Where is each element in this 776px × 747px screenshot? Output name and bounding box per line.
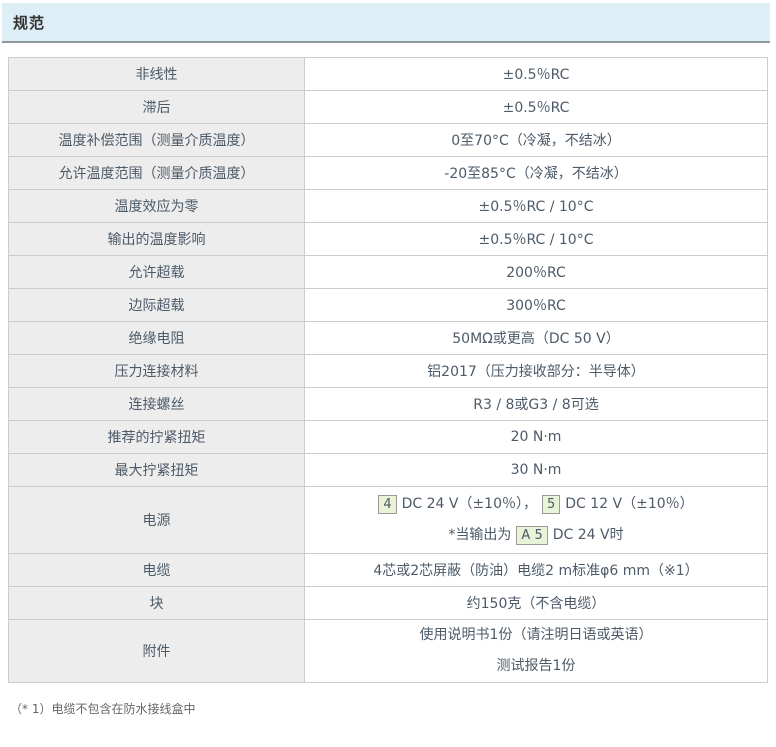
- section-title: 规范: [2, 3, 770, 43]
- spec-table: 非线性 ±0.5％RC 滞后 ±0.5％RC 温度补偿范围（测量介质温度） 0至…: [8, 57, 768, 683]
- spec-label: 电缆: [8, 553, 305, 587]
- spec-value: 铝2017（压力接收部分：半导体）: [304, 354, 768, 388]
- spec-value: 30 N·m: [304, 453, 768, 487]
- table-row: 温度效应为零 ±0.5％RC / 10°C: [8, 189, 768, 223]
- spec-label: 滞后: [8, 90, 305, 124]
- spec-value: 50MΩ或更高（DC 50 V）: [304, 321, 768, 355]
- spec-label: 连接螺丝: [8, 387, 305, 421]
- power-text-1: DC 24 V（±10％），: [401, 496, 537, 512]
- table-row: 压力连接材料 铝2017（压力接收部分：半导体）: [8, 354, 768, 388]
- accessory-line-1: 使用说明书1份（请注明日语或英语）: [419, 627, 653, 643]
- spec-label: 电源: [8, 486, 305, 554]
- spec-label: 块: [8, 586, 305, 620]
- table-row: 温度补偿范围（测量介质温度） 0至70°C（冷凝，不结冰）: [8, 123, 768, 157]
- spec-label: 压力连接材料: [8, 354, 305, 388]
- spec-value: R3 / 8或G3 / 8可选: [304, 387, 768, 421]
- spec-value: 200％RC: [304, 255, 768, 289]
- table-row: 块 约150克（不含电缆）: [8, 586, 768, 620]
- spec-value-accessories: 使用说明书1份（请注明日语或英语） 测试报告1份: [304, 619, 768, 683]
- table-row: 输出的温度影响 ±0.5％RC / 10°C: [8, 222, 768, 256]
- power-line-2: *当输出为 A 5 DC 24 V时: [311, 520, 761, 551]
- spec-label: 输出的温度影响: [8, 222, 305, 256]
- spec-value: -20至85°C（冷凝，不结冰）: [304, 156, 768, 190]
- spec-value: ±0.5％RC: [304, 90, 768, 124]
- option-code-badge: 4: [378, 495, 397, 514]
- spec-value-power: 4 DC 24 V（±10％）， 5 DC 12 V（±10％） *当输出为 A 5 DC…: [304, 486, 768, 554]
- spec-label: 温度效应为零: [8, 189, 305, 223]
- table-row: 电缆 4芯或2芯屏蔽（防油）电缆2 m标准φ6 mm（※1）: [8, 553, 768, 587]
- table-row: 最大拧紧扭矩 30 N·m: [8, 453, 768, 487]
- table-row: 绝缘电阻 50MΩ或更高（DC 50 V）: [8, 321, 768, 355]
- table-row: 允许超载 200％RC: [8, 255, 768, 289]
- spec-label: 允许温度范围（测量介质温度）: [8, 156, 305, 190]
- spec-label: 附件: [8, 619, 305, 683]
- spec-value: 约150克（不含电缆）: [304, 586, 768, 620]
- accessory-line-2: 测试报告1份: [496, 658, 576, 674]
- table-row-accessories: 附件 使用说明书1份（请注明日语或英语） 测试报告1份: [8, 619, 768, 683]
- spec-value: ±0.5％RC / 10°C: [304, 189, 768, 223]
- power-note-prefix: *当输出为: [448, 527, 512, 543]
- table-row-power: 电源 4 DC 24 V（±10％）， 5 DC 12 V（±10％） *当输出为 A …: [8, 486, 768, 554]
- table-row: 非线性 ±0.5％RC: [8, 57, 768, 91]
- spec-label: 允许超载: [8, 255, 305, 289]
- spec-value: 0至70°C（冷凝，不结冰）: [304, 123, 768, 157]
- power-note-suffix: DC 24 V时: [552, 527, 624, 543]
- spec-value: 20 N·m: [304, 420, 768, 454]
- spec-value: ±0.5％RC / 10°C: [304, 222, 768, 256]
- power-text-2: DC 12 V（±10％）: [565, 496, 694, 512]
- spec-value: 4芯或2芯屏蔽（防油）电缆2 m标准φ6 mm（※1）: [304, 553, 768, 587]
- spec-label: 推荐的拧紧扭矩: [8, 420, 305, 454]
- spec-label: 温度补偿范围（测量介质温度）: [8, 123, 305, 157]
- table-row: 推荐的拧紧扭矩 20 N·m: [8, 420, 768, 454]
- spec-label: 边际超载: [8, 288, 305, 322]
- footnote: （* 1）电缆不包含在防水接线盒中: [10, 702, 196, 716]
- table-row: 滞后 ±0.5％RC: [8, 90, 768, 124]
- power-line-1: 4 DC 24 V（±10％）， 5 DC 12 V（±10％）: [311, 489, 761, 520]
- table-row: 边际超载 300％RC: [8, 288, 768, 322]
- spec-value: 300％RC: [304, 288, 768, 322]
- spec-label: 最大拧紧扭矩: [8, 453, 305, 487]
- spec-label: 绝缘电阻: [8, 321, 305, 355]
- table-row: 允许温度范围（测量介质温度） -20至85°C（冷凝，不结冰）: [8, 156, 768, 190]
- spec-value: ±0.5％RC: [304, 57, 768, 91]
- option-code-badge: 5: [542, 495, 561, 514]
- table-row: 连接螺丝 R3 / 8或G3 / 8可选: [8, 387, 768, 421]
- option-code-badge: A 5: [516, 526, 548, 545]
- spec-label: 非线性: [8, 57, 305, 91]
